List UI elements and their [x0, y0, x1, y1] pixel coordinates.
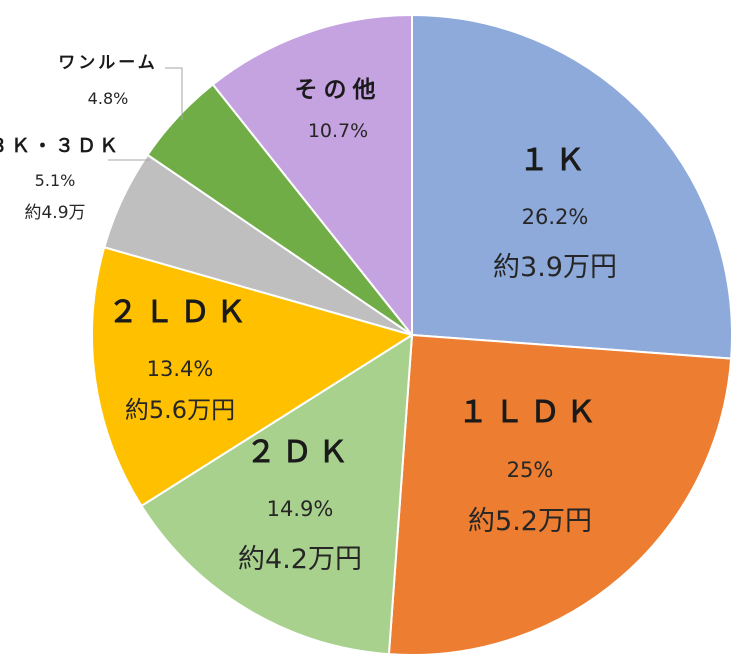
slice-percent-label-5: 5.1%: [35, 171, 76, 190]
slice-percent-label-1: 26.2%: [522, 205, 589, 229]
slice-price-label-5: 約4.9万: [24, 203, 85, 223]
slice-percent-label-2: 25%: [507, 458, 554, 482]
slice-name-label-5: ３Ｋ・３ＤＫ: [0, 135, 121, 157]
slice-name-label-6: ワンルーム: [58, 53, 158, 73]
leader-line-6: [165, 67, 183, 120]
pie-slice-1: [411, 13, 733, 360]
slice-price-label-3: 約4.2万円: [238, 544, 362, 575]
pie-slices: [91, 13, 733, 656]
slice-name-label-3: ２ＤＫ: [246, 435, 354, 470]
pie-slice-7: [211, 13, 413, 338]
slice-price-label-2: 約5.2万円: [468, 506, 592, 537]
slice-name-label-1: １Ｋ: [519, 143, 591, 178]
slice-name-label-4: ２ＬＤＫ: [108, 295, 252, 330]
slice-labels: １Ｋ 26.2% 約3.9万円 １ＬＤＫ 25% 約5.2万円 ２ＤＫ 14.9% 約4.2万円…: [0, 53, 617, 575]
slice-price-label-1: 約3.9万円: [493, 252, 617, 283]
slice-percent-label-4: 13.4%: [147, 357, 214, 381]
slice-price-label-4: 約5.6万円: [125, 396, 235, 424]
slice-name-label-7: その他: [295, 77, 382, 103]
pie-slice-2: [387, 333, 733, 656]
leader-lines: [108, 67, 183, 161]
slice-percent-label-6: 4.8%: [88, 89, 129, 108]
pie-slice-4: [91, 246, 415, 508]
slice-name-label-2: １ＬＤＫ: [458, 395, 602, 430]
slice-percent-label-3: 14.9%: [267, 497, 334, 521]
pie-slice-3: [140, 333, 414, 656]
slice-percent-label-7: 10.7%: [308, 120, 368, 142]
